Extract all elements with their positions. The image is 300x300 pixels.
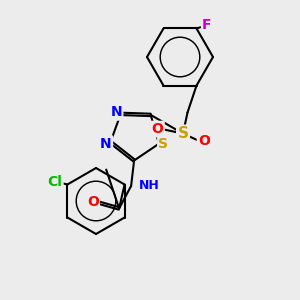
Text: Cl: Cl [47,175,62,188]
Text: S: S [158,137,169,151]
Text: NH: NH [139,179,159,193]
Text: S: S [178,126,188,141]
Text: N: N [110,105,122,119]
Text: O: O [198,134,210,148]
Text: F: F [202,18,212,32]
Text: N: N [100,136,112,151]
Text: O: O [152,122,164,136]
Text: O: O [87,196,99,209]
